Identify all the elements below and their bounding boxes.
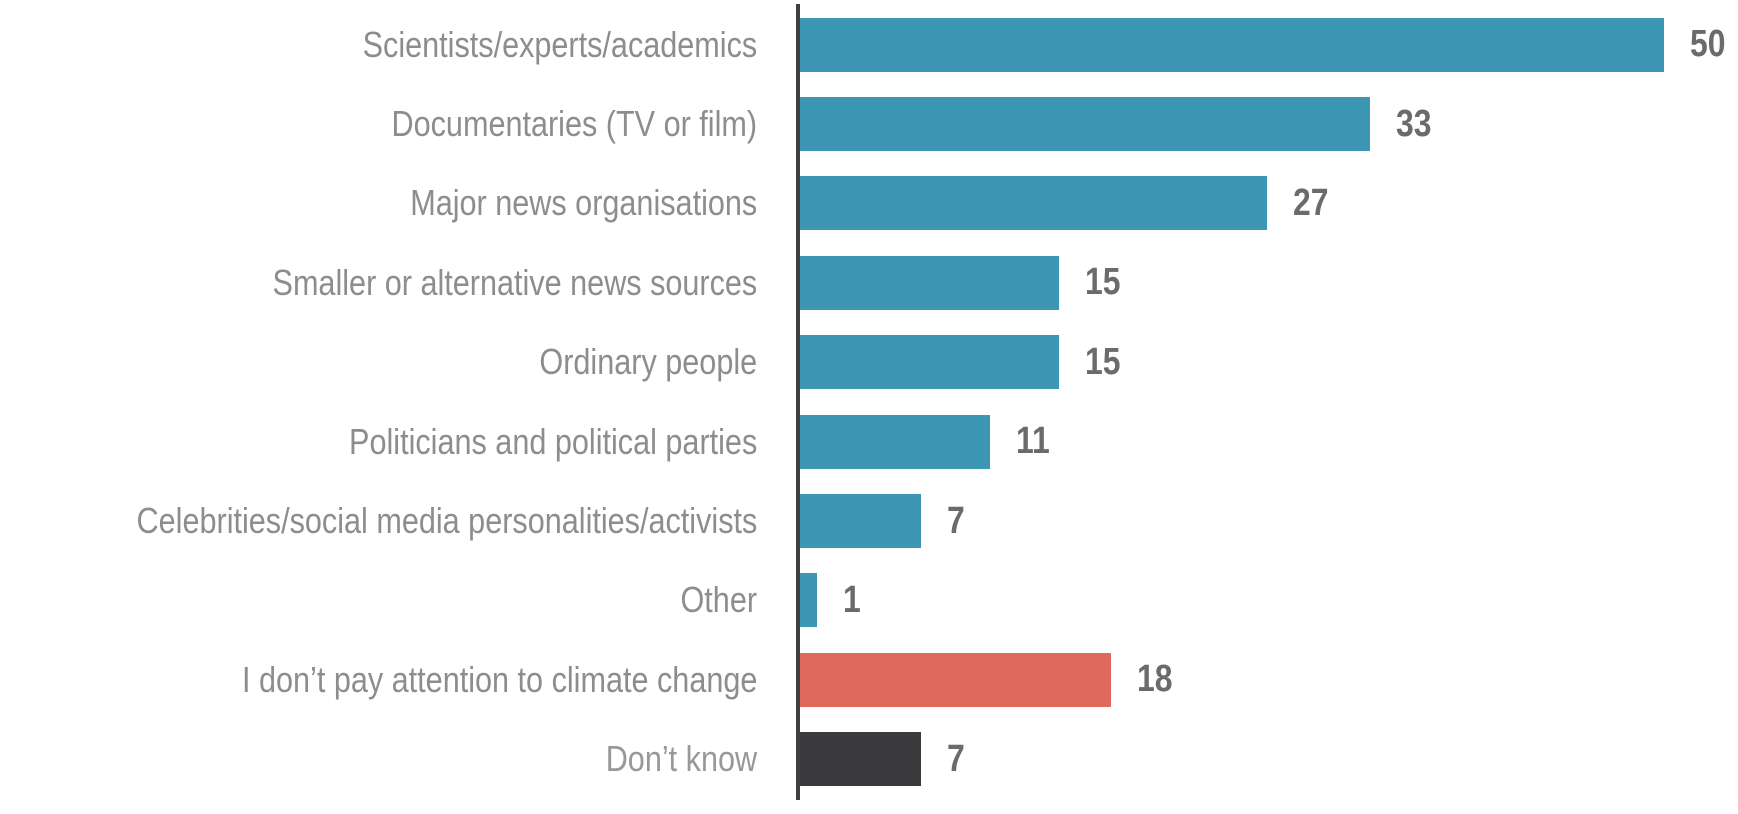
value-label: 18 [1137,658,1173,701]
bar-cell: 7 [800,494,1738,549]
category-label: Ordinary people [0,323,757,402]
value-label: 11 [1016,420,1050,463]
value-label: 7 [946,737,965,780]
chart-row: Politicians and political parties 11 [0,402,1738,481]
chart-row: Don’t know 7 [0,720,1738,799]
category-label-text: I don’t pay attention to climate change [241,658,757,700]
value-label: 27 [1292,181,1329,224]
category-label: Smaller or alternative news sources [0,243,757,322]
category-label: Major news organisations [0,164,757,243]
bar-cell: 18 [800,652,1738,707]
category-label-text: Scientists/experts/academics [362,23,757,65]
value-label: 15 [1085,261,1121,304]
chart-row: Scientists/experts/academics 50 [0,5,1738,84]
bar [800,176,1267,231]
bar [800,255,1060,310]
category-label-text: Ordinary people [539,341,757,383]
bar-cell: 7 [800,732,1738,787]
bar-cell: 15 [800,255,1738,310]
bar [800,573,818,628]
bar [800,732,921,787]
category-label: Politicians and political parties [0,402,757,481]
category-label-text: Politicians and political parties [348,420,757,462]
chart-row: Ordinary people 15 [0,323,1738,402]
chart-row: Other 1 [0,561,1738,640]
category-label: Celebrities/social media personalities/a… [0,481,757,560]
bar-cell: 11 [800,414,1738,469]
category-label-text: Other [680,579,757,621]
bar-cell: 33 [800,97,1738,152]
bar [800,17,1664,72]
value-label: 50 [1690,23,1726,66]
category-label: Scientists/experts/academics [0,5,757,84]
category-label: I don’t pay attention to climate change [0,640,757,719]
category-label: Documentaries (TV or film) [0,84,757,163]
bar [800,97,1371,152]
bar [800,335,1060,390]
category-label: Don’t know [0,720,757,799]
bar-cell: 15 [800,335,1738,390]
category-label-text: Celebrities/social media personalities/a… [136,500,757,542]
chart-row: Celebrities/social media personalities/a… [0,481,1738,560]
category-label-text: Major news organisations [410,182,757,224]
bar-cell: 1 [800,573,1738,628]
bar-cell: 27 [800,176,1738,231]
bar [800,414,991,469]
chart-rows: Scientists/experts/academics 50 Document… [0,5,1738,799]
chart-row: Documentaries (TV or film) 33 [0,84,1738,163]
category-label-text: Documentaries (TV or film) [391,103,757,145]
value-label: 33 [1396,102,1432,145]
value-label: 7 [946,499,965,542]
chart-row: Smaller or alternative news sources 15 [0,243,1738,322]
bar-cell: 50 [800,17,1738,72]
chart-row: I don’t pay attention to climate change … [0,640,1738,719]
category-label-text: Don’t know [605,738,757,780]
chart-row: Major news organisations 27 [0,164,1738,243]
category-label-text: Smaller or alternative news sources [272,261,757,303]
bar [800,494,921,549]
bar [800,652,1112,707]
y-axis-line [796,4,800,800]
value-label: 15 [1085,340,1121,383]
category-label: Other [0,561,757,640]
value-label: 1 [843,578,862,621]
